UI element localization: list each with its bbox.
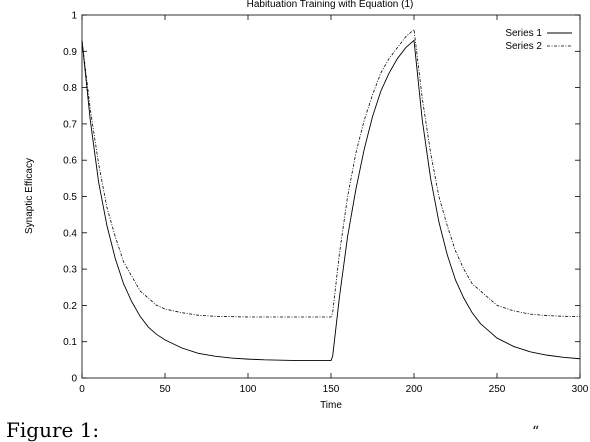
y-tick-label: 0.7 [63, 119, 77, 130]
caption-quote-mark: “ [532, 424, 540, 440]
x-axis-label: Time [320, 400, 342, 411]
chart: Habituation Training with Equation (1) 0… [24, 0, 589, 411]
y-tick-label: 0.8 [63, 83, 77, 94]
chart-title: Habituation Training with Equation (1) [247, 0, 414, 10]
x-tick-label: 0 [79, 384, 85, 395]
y-tick-label: 0.2 [63, 301, 77, 312]
plot-frame [81, 14, 581, 379]
x-tick-label: 50 [159, 384, 171, 395]
x-tick-label: 250 [489, 384, 506, 395]
figure-caption: Figure 1: [6, 418, 100, 442]
y-tick-label: 0.5 [63, 192, 77, 203]
x-tick-label: 100 [240, 384, 257, 395]
y-tick-label: 0.1 [63, 337, 77, 348]
y-tick-label: 0.3 [63, 265, 77, 276]
y-tick-label: 0.9 [63, 47, 77, 58]
y-tick-label: 0.4 [63, 228, 77, 239]
x-tick-label: 150 [323, 384, 340, 395]
y-axis-label: Synaptic Efficacy [24, 158, 35, 234]
y-tick-label: 0 [71, 374, 77, 385]
legend-label-series-1: Series 1 [505, 28, 542, 39]
y-tick-label: 0.6 [63, 156, 77, 167]
y-tick-label: 1 [71, 11, 77, 22]
series-line-1 [81, 39, 581, 362]
legend: Series 1 Series 2 [505, 28, 572, 52]
x-tick-label: 300 [572, 384, 589, 395]
x-tick-label: 200 [406, 384, 423, 395]
series-line-2 [81, 28, 581, 318]
legend-label-series-2: Series 2 [505, 41, 542, 52]
plot-area: 0 50 100 150 200 250 300 0 0.1 0.2 0.3 0.4 0.5 0.6 0.7… [63, 11, 589, 396]
